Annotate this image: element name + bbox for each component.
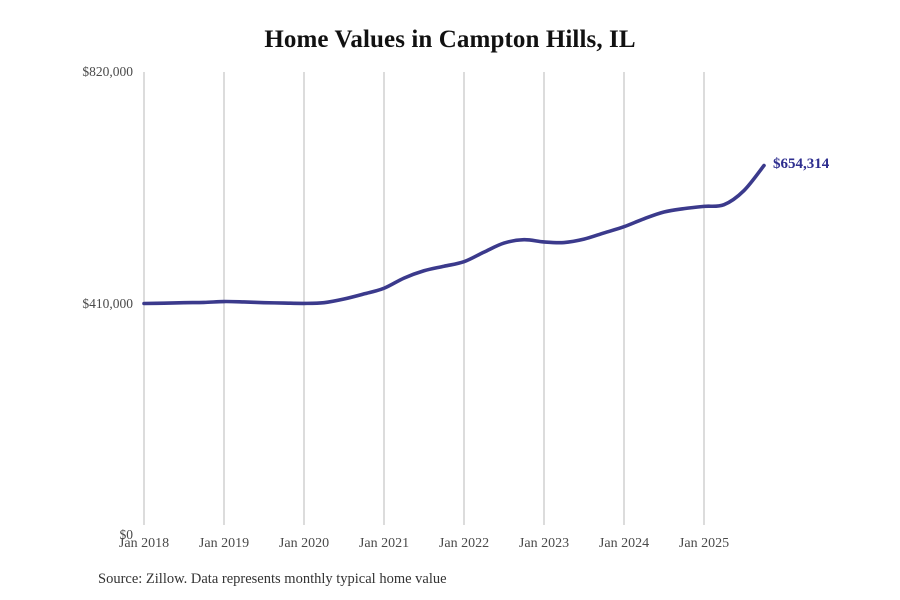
x-axis-tick-label: Jan 2025 — [678, 536, 730, 551]
x-axis-tick-label: Jan 2018 — [118, 536, 170, 551]
page-title: Home Values in Campton Hills, IL — [264, 26, 636, 53]
y-axis-tick-label: $820,000 — [82, 64, 133, 79]
x-axis-tick-label: Jan 2019 — [198, 536, 250, 551]
x-axis-tick-label: Jan 2023 — [518, 536, 570, 551]
home-value-line — [142, 163, 766, 306]
x-axis-tick-label: Jan 2020 — [278, 536, 330, 551]
x-axis-tick-label: Jan 2024 — [598, 536, 650, 551]
y-axis-tick-label: $410,000 — [82, 295, 133, 311]
x-axis-tick-label: Jan 2021 — [358, 536, 410, 551]
end-value-annotation: $654,314 — [773, 155, 830, 172]
source-note: Source: Zillow. Data represents monthly … — [98, 571, 447, 587]
gridlines — [143, 72, 705, 525]
y-axis-tick-label: $0 — [119, 527, 134, 542]
x-axis-tick-label: Jan 2022 — [438, 536, 490, 551]
